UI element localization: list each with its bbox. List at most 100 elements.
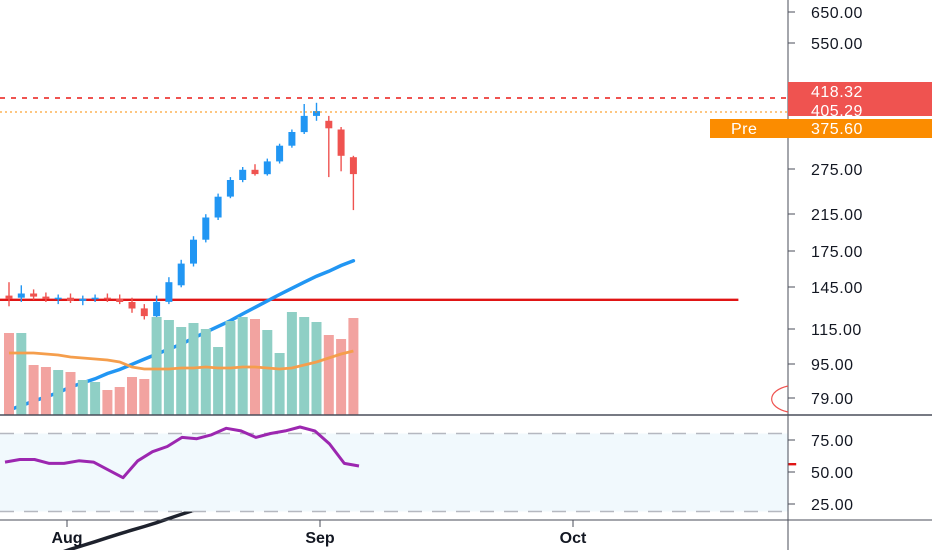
candle-body [103, 297, 111, 300]
candle-body [349, 157, 357, 175]
candle-body [226, 180, 234, 197]
price-tick-label: 275.00 [811, 162, 863, 179]
price-tick-label: 175.00 [811, 244, 863, 261]
volume-bar [163, 320, 174, 415]
candle-body [300, 115, 308, 133]
candle-body [288, 132, 296, 146]
candle [226, 177, 234, 199]
candle [42, 292, 50, 302]
candle-body [337, 129, 345, 156]
volume-bar [200, 329, 211, 415]
candle-body [116, 298, 124, 302]
candle-body [79, 298, 87, 301]
oscillator [0, 425, 788, 513]
oscillator-band [0, 433, 788, 512]
volume-bar [323, 335, 334, 415]
candle [239, 167, 247, 183]
candle [17, 285, 25, 302]
price-dotted-lines [0, 97, 788, 113]
volume-bar [40, 367, 51, 415]
volume-bar [286, 312, 297, 415]
volume-bar [127, 377, 137, 415]
time-tick-label: Sep [305, 530, 335, 547]
price-tick-label: 215.00 [811, 207, 863, 224]
time-tick-label: Oct [560, 530, 587, 547]
candle [54, 294, 62, 305]
oscillator-line [4, 425, 360, 480]
candle-body [30, 293, 38, 297]
candle [79, 295, 87, 306]
volume-bar [274, 353, 285, 415]
candle-body [5, 295, 13, 299]
candle [251, 164, 259, 176]
candle-body [214, 196, 222, 218]
time-scale[interactable]: Aug Sep Oct [51, 520, 587, 547]
volume-bar [114, 387, 125, 415]
candle-body [239, 169, 247, 180]
volume-bar [151, 317, 162, 415]
candle [190, 236, 197, 267]
volume-bar [28, 365, 39, 415]
volume-bar [90, 382, 101, 415]
candle-body [128, 302, 136, 309]
oscillator-scale[interactable]: 75.00 50.00 25.00 [788, 433, 854, 514]
volume-bar [348, 318, 359, 415]
candle-body [140, 308, 148, 317]
alert-circle-icon[interactable] [771, 385, 789, 413]
candle [30, 289, 38, 300]
volume-bar [213, 347, 224, 415]
price-tick-label: 79.00 [811, 391, 854, 408]
candle [91, 294, 99, 302]
price-tick-label: 115.00 [811, 322, 862, 339]
volume-bar [4, 333, 14, 415]
candle-body [67, 297, 74, 301]
candle [116, 294, 124, 305]
oscillator-pane[interactable] [0, 425, 788, 513]
price-tick-label: 95.00 [811, 357, 854, 374]
candle [67, 293, 74, 303]
candle [128, 297, 136, 313]
level-price-value: 405.29 [811, 103, 863, 120]
osc-tick-label: 25.00 [811, 497, 854, 514]
candle [153, 295, 161, 320]
volume-bar [262, 330, 273, 415]
volume-bar [65, 372, 76, 415]
premarket-value: 375.60 [811, 121, 863, 138]
candle [103, 293, 111, 302]
osc-tick-label: 50.00 [811, 465, 854, 482]
candle [337, 127, 345, 172]
osc-tick-label: 75.00 [811, 433, 854, 450]
candle [276, 143, 284, 164]
candle-body [325, 120, 333, 129]
price-tags: 418.32 405.29 Pre 375.60 [710, 82, 932, 138]
candle-body [263, 161, 271, 175]
candle-body [42, 296, 50, 299]
premarket-tag [710, 119, 932, 138]
price-scale[interactable]: 650.00 550.00 275.00 215.00 175.00 145.00 115.… [788, 5, 863, 408]
candle-body [54, 297, 62, 300]
price-tick-label: 550.00 [811, 36, 863, 53]
candle [300, 104, 308, 134]
candle [263, 158, 271, 176]
volume-bar [53, 370, 64, 415]
volume-bar [176, 327, 187, 415]
candle-body [165, 282, 173, 302]
price-tick-label: 145.00 [811, 280, 863, 297]
candle-body [251, 169, 259, 175]
candle [349, 155, 357, 211]
volume-bar [16, 333, 27, 415]
candle-body [17, 293, 25, 298]
price-tick-label: 650.00 [811, 5, 863, 22]
candle [177, 259, 185, 288]
candle-body [177, 263, 185, 286]
candle [288, 129, 296, 148]
volume-bar [77, 380, 88, 415]
candle [165, 277, 173, 305]
candle [325, 115, 333, 178]
volume-histogram [4, 312, 359, 415]
candle-body [202, 217, 210, 240]
last-price-tag [788, 82, 932, 116]
candles [5, 102, 357, 320]
volume-bar [336, 339, 347, 415]
